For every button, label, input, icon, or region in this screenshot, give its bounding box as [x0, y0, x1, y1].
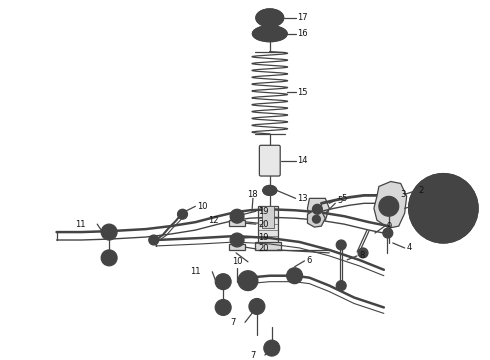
Text: 13: 13: [297, 194, 308, 203]
Text: 10: 10: [233, 257, 243, 266]
Circle shape: [445, 220, 452, 227]
Circle shape: [427, 214, 434, 221]
Circle shape: [230, 209, 244, 223]
Text: 16: 16: [297, 29, 308, 38]
Text: 19: 19: [258, 233, 269, 242]
Text: 12: 12: [208, 216, 218, 225]
Bar: [262, 206, 274, 228]
Circle shape: [313, 204, 322, 214]
Circle shape: [336, 240, 346, 250]
Circle shape: [409, 174, 478, 243]
Circle shape: [249, 298, 265, 314]
Ellipse shape: [252, 26, 287, 42]
Text: 15: 15: [297, 88, 308, 97]
Circle shape: [177, 209, 188, 219]
Text: 14: 14: [297, 156, 308, 165]
Ellipse shape: [260, 12, 280, 24]
Polygon shape: [308, 210, 325, 227]
Text: 5: 5: [337, 196, 343, 205]
Circle shape: [427, 195, 434, 202]
Circle shape: [336, 281, 346, 291]
Circle shape: [215, 274, 231, 289]
Polygon shape: [308, 198, 329, 220]
Text: 18: 18: [247, 190, 258, 199]
Circle shape: [234, 237, 240, 243]
Circle shape: [238, 271, 258, 291]
Circle shape: [244, 277, 252, 285]
Polygon shape: [374, 181, 407, 228]
Ellipse shape: [263, 185, 277, 195]
Text: 3: 3: [401, 190, 406, 199]
Text: 9: 9: [387, 222, 392, 231]
Circle shape: [230, 233, 244, 247]
Circle shape: [101, 250, 117, 266]
Circle shape: [383, 228, 393, 238]
Circle shape: [287, 268, 302, 284]
Circle shape: [254, 303, 260, 310]
Text: 7: 7: [231, 318, 236, 327]
Circle shape: [292, 273, 297, 279]
Circle shape: [358, 248, 368, 258]
Text: 20: 20: [258, 220, 269, 229]
Bar: [229, 220, 245, 226]
Circle shape: [445, 190, 452, 197]
Bar: [255, 242, 281, 250]
Text: 10: 10: [197, 202, 208, 211]
Text: 8: 8: [359, 251, 365, 260]
Text: 1: 1: [418, 201, 424, 210]
Circle shape: [267, 188, 273, 193]
Text: 2: 2: [418, 186, 424, 195]
Circle shape: [264, 340, 280, 356]
Circle shape: [419, 184, 467, 232]
Bar: [229, 244, 245, 250]
Circle shape: [234, 213, 240, 219]
Text: 4: 4: [407, 243, 412, 252]
Circle shape: [215, 300, 231, 315]
Text: 19: 19: [258, 207, 269, 216]
FancyBboxPatch shape: [259, 145, 280, 176]
Text: 5: 5: [341, 194, 346, 203]
Circle shape: [379, 196, 399, 216]
Circle shape: [313, 215, 320, 223]
Circle shape: [456, 205, 463, 212]
Ellipse shape: [256, 9, 284, 27]
Bar: [258, 206, 278, 246]
Circle shape: [269, 345, 275, 351]
Circle shape: [149, 235, 159, 245]
Circle shape: [101, 224, 117, 240]
Text: 20: 20: [258, 244, 269, 253]
Text: 17: 17: [297, 13, 308, 22]
Ellipse shape: [257, 28, 283, 39]
Text: 7: 7: [250, 351, 256, 360]
Text: 11: 11: [190, 267, 200, 276]
Text: 11: 11: [75, 220, 85, 229]
Circle shape: [385, 202, 393, 210]
Text: 6: 6: [306, 256, 312, 265]
Circle shape: [436, 200, 451, 216]
